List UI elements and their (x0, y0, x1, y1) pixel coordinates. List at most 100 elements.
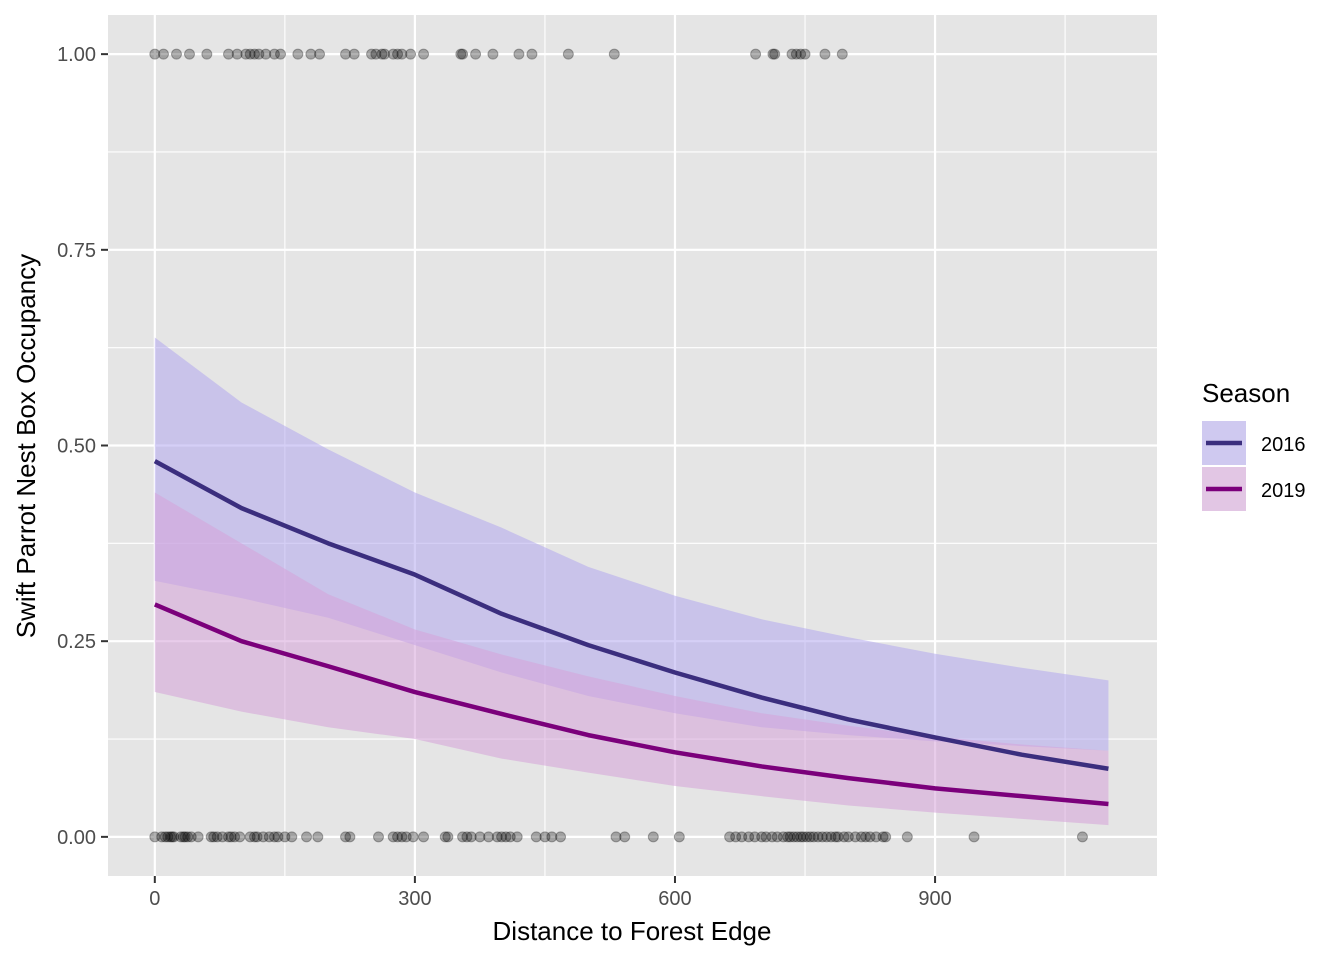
unoccupied-point (442, 831, 454, 843)
unoccupied-point (372, 831, 384, 843)
unoccupied-point (877, 831, 889, 843)
unoccupied-point (400, 831, 412, 843)
unoccupied-point (461, 831, 473, 843)
y-tick-label: 0.00 (57, 827, 96, 849)
unoccupied-point (439, 831, 451, 843)
unoccupied-point (192, 831, 204, 843)
ribbon-2019 (154, 492, 1109, 826)
unoccupied-point (168, 831, 180, 843)
axes: 0 300 600 900 0.00 0.25 0.50 0.75 1.00 (57, 44, 952, 910)
unoccupied-point (387, 831, 399, 843)
unoccupied-point (465, 831, 477, 843)
occupied-point (819, 48, 831, 60)
occupied-point (418, 48, 430, 60)
occupied-point (249, 48, 261, 60)
occupied-point (240, 48, 252, 60)
unoccupied-point (392, 831, 404, 843)
unoccupied-point (149, 831, 161, 843)
unoccupied-point (457, 831, 469, 843)
unoccupied-point (870, 831, 882, 843)
unoccupied-point (821, 831, 833, 843)
unoccupied-point (788, 831, 800, 843)
occupied-point (170, 48, 182, 60)
legend-title: Season (1202, 378, 1290, 408)
unoccupied-point (301, 831, 313, 843)
unoccupied-point (804, 831, 816, 843)
unoccupied-point (156, 831, 168, 843)
unoccupied-point (842, 831, 854, 843)
occupied-point (149, 48, 161, 60)
unoccupied-point (340, 831, 352, 843)
unoccupied-point (225, 831, 237, 843)
unoccupied-point (829, 831, 841, 843)
occupied-point (526, 48, 538, 60)
unoccupied-point (1076, 831, 1088, 843)
unoccupied-point (223, 831, 235, 843)
unoccupied-point (825, 831, 837, 843)
unoccupied-point (491, 831, 503, 843)
occupied-point (244, 48, 256, 60)
unoccupied-point (816, 831, 828, 843)
unoccupied-point (832, 831, 844, 843)
occupied-point (183, 48, 195, 60)
fit-lines (153, 459, 1109, 807)
occupied-point (379, 48, 391, 60)
unoccupied-point (396, 831, 408, 843)
unoccupied-point (166, 831, 178, 843)
occupied-point (253, 48, 265, 60)
unoccupied-point (511, 831, 523, 843)
occupied-point (348, 48, 360, 60)
unoccupied-point (418, 831, 430, 843)
unoccupied-point (777, 831, 789, 843)
occupied-point (305, 48, 317, 60)
unoccupied-point (610, 831, 622, 843)
occupied-point (260, 48, 272, 60)
occupied-point (786, 48, 798, 60)
unoccupied-point (159, 831, 171, 843)
occupied-point (340, 48, 352, 60)
legend-label-2019: 2019 (1261, 480, 1306, 502)
occupied-point (790, 48, 802, 60)
occupied-point (157, 48, 169, 60)
unoccupied-point (797, 831, 809, 843)
occupied-point (767, 48, 779, 60)
unoccupied-point (808, 831, 820, 843)
unoccupied-point (257, 831, 269, 843)
unoccupied-point (474, 831, 486, 843)
unoccupied-point (496, 831, 508, 843)
unoccupied-point (272, 831, 284, 843)
y-tick-label: 1.00 (57, 44, 96, 66)
y-axis-title: Swift Parrot Nest Box Occupancy (11, 254, 41, 638)
occupied-point (795, 48, 807, 60)
occupied-point (392, 48, 404, 60)
unoccupied-point (162, 831, 174, 843)
unoccupied-point (724, 831, 736, 843)
observation-points (149, 48, 1088, 843)
confidence-ribbons (154, 337, 1109, 826)
occupied-point (275, 48, 287, 60)
unoccupied-point (164, 831, 176, 843)
unoccupied-point (782, 831, 794, 843)
y-tick-label: 0.50 (57, 436, 96, 458)
x-tick-label: 600 (658, 888, 691, 910)
occupied-point (405, 48, 417, 60)
unoccupied-point (760, 831, 772, 843)
occupied-point (376, 48, 388, 60)
unoccupied-point (801, 831, 813, 843)
unoccupied-point (251, 831, 263, 843)
line-2019 (153, 602, 1109, 807)
unoccupied-point (229, 831, 241, 843)
unoccupied-point (743, 831, 755, 843)
unoccupied-point (771, 831, 783, 843)
unoccupied-point (279, 831, 291, 843)
line-2016 (153, 459, 1109, 771)
unoccupied-point (208, 831, 220, 843)
unoccupied-point (838, 831, 850, 843)
unoccupied-point (860, 831, 872, 843)
unoccupied-point (312, 831, 324, 843)
unoccupied-point (749, 831, 761, 843)
x-axis-title: Distance to Forest Edge (493, 916, 772, 946)
x-tick-label: 0 (149, 888, 160, 910)
unoccupied-point (286, 831, 298, 843)
unoccupied-point (234, 831, 246, 843)
